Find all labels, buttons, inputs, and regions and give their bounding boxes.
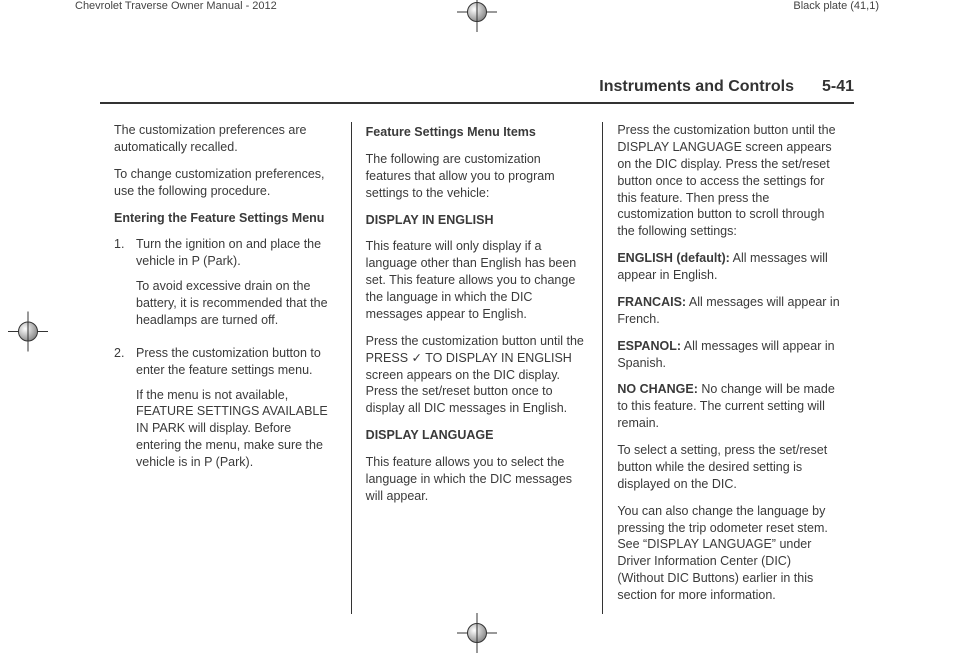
- check-icon: ✓: [412, 351, 422, 365]
- body-text: You can also change the language by pres…: [617, 503, 840, 604]
- page-content: Instruments and Controls 5-41 The custom…: [100, 78, 854, 618]
- subheading: Feature Settings Menu Items: [366, 124, 589, 141]
- subheading: DISPLAY LANGUAGE: [366, 427, 589, 444]
- body-text: This feature will only display if a lang…: [366, 238, 589, 322]
- registration-bottom: [457, 613, 497, 658]
- body-text: To avoid excessive drain on the battery,…: [136, 278, 337, 329]
- body-text: The following are customization features…: [366, 151, 589, 202]
- body-text: This feature allows you to select the la…: [366, 454, 589, 505]
- body-text: Press the customization button to enter …: [136, 345, 337, 379]
- page-header: Instruments and Controls 5-41: [100, 78, 854, 104]
- column-3: Press the customization button until the…: [603, 122, 854, 614]
- option-no-change: NO CHANGE: No change will be made to thi…: [617, 381, 840, 432]
- body-text: The customization preferences are automa…: [114, 122, 337, 156]
- section-title: Instruments and Controls: [599, 78, 794, 96]
- subheading: DISPLAY IN ENGLISH: [366, 212, 589, 229]
- option-espanol: ESPANOL: All messages will appear in Spa…: [617, 338, 840, 372]
- column-2: Feature Settings Menu Items The followin…: [352, 122, 604, 614]
- manual-title: Chevrolet Traverse Owner Manual - 2012: [75, 0, 277, 12]
- columns: The customization preferences are automa…: [100, 122, 854, 614]
- body-text: If the menu is not available, FEATURE SE…: [136, 387, 337, 471]
- body-text: To change customization preferences, use…: [114, 166, 337, 200]
- list-item: 1. Turn the ignition on and place the ve…: [114, 236, 337, 336]
- body-text: Turn the ignition on and place the vehic…: [136, 236, 337, 270]
- body-text: To select a setting, press the set/reset…: [617, 442, 840, 493]
- column-1: The customization preferences are automa…: [100, 122, 352, 614]
- registration-left: [8, 312, 48, 357]
- list-number: 2.: [114, 345, 136, 479]
- subheading: Entering the Feature Settings Menu: [114, 210, 337, 227]
- registration-top: [457, 0, 497, 35]
- plate-info: Black plate (41,1): [793, 0, 879, 12]
- list-item: 2. Press the customization button to ent…: [114, 345, 337, 479]
- body-text: Press the customization button until the…: [366, 333, 589, 417]
- page-number: 5-41: [822, 78, 854, 96]
- crop-header: Chevrolet Traverse Owner Manual - 2012 B…: [0, 0, 954, 12]
- list-number: 1.: [114, 236, 136, 336]
- option-francais: FRANCAIS: All messages will appear in Fr…: [617, 294, 840, 328]
- body-text: Press the customization button until the…: [617, 122, 840, 240]
- option-english: ENGLISH (default): All messages will app…: [617, 250, 840, 284]
